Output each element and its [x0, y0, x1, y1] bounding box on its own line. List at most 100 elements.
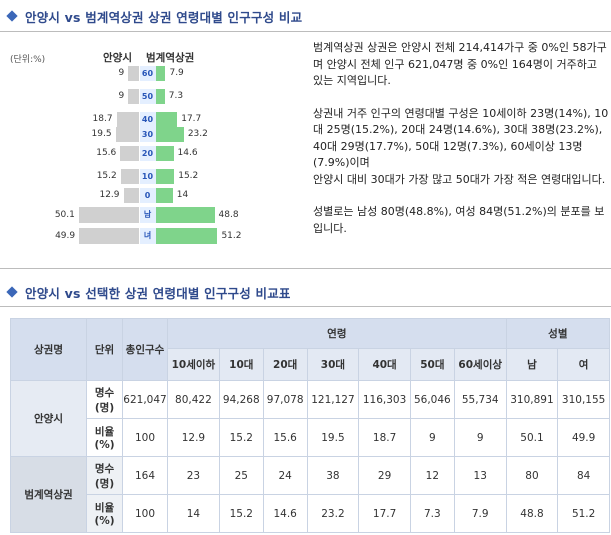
pyramid-row: 0 12.9 14 [0, 188, 300, 203]
section-divider [0, 306, 611, 307]
value-cell: 55,734 [453, 380, 507, 419]
value-cell: 48.8 [505, 494, 559, 533]
left-bar [120, 169, 139, 184]
value-cell: 9 [409, 418, 455, 457]
description-paragraph-4: 성별로는 남성 80명(48.8%), 여성 84명(51.2%)의 분포를 보… [313, 205, 605, 235]
table-row: 안양시 명수(명) 621,047 80,422 94,268 97,078 121,127… [10, 380, 610, 457]
value-cell: 80 [505, 456, 559, 495]
left-bar [128, 89, 139, 104]
section-divider [0, 31, 611, 32]
value-cell: 100 [122, 418, 168, 457]
value-cell: 9 [453, 418, 507, 457]
value-cell: 621,047 [122, 380, 168, 419]
age-label: 남 [139, 207, 156, 223]
description-panel: 범계역상권 상권은 안양시 전체 214,414가구 중 0%인 58가구며 안… [313, 40, 610, 237]
header-age-col: 30대 [306, 348, 360, 381]
value-cell: 24 [262, 456, 308, 495]
left-bar [123, 188, 139, 203]
pyramid-row: 20 15.6 14.6 [0, 146, 300, 161]
right-value: 14 [176, 190, 189, 200]
header-gender: 성별 [505, 318, 611, 349]
value-cell: 50.1 [505, 418, 559, 457]
pyramid-right-header: 범계역상권 [146, 52, 195, 64]
age-label: 30 [139, 127, 156, 142]
pyramid-row: 40 18.7 17.7 [0, 112, 300, 127]
right-value: 17.7 [181, 114, 202, 124]
right-value: 7.3 [168, 91, 184, 101]
left-value: 19.5 [91, 129, 112, 139]
right-bar [156, 188, 173, 203]
value-cell: 19.5 [306, 418, 360, 457]
header-age-col: 20대 [262, 348, 308, 381]
comparison-table: 상권명 단위 총인구수 연령 성별 10세이하 10대 20대 30대 40대 50대 60… [10, 318, 611, 533]
right-value: 23.2 [187, 129, 208, 139]
value-cell: 94,268 [218, 380, 264, 419]
header-age-col: 40대 [358, 348, 411, 381]
right-value: 7.9 [169, 68, 184, 78]
left-value: 9 [118, 91, 125, 101]
value-cell: 164 [122, 456, 168, 495]
header-area: 상권명 [10, 318, 87, 381]
left-bar [120, 146, 139, 161]
value-cell: 7.3 [409, 494, 455, 533]
value-cell: 17.7 [358, 494, 411, 533]
right-bar [156, 207, 215, 223]
value-cell: 51.2 [557, 494, 610, 533]
value-cell: 100 [122, 494, 168, 533]
area-name-cell: 안양시 [10, 380, 87, 457]
value-cell: 310,155 [557, 380, 610, 419]
value-cell: 18.7 [358, 418, 411, 457]
right-bar [156, 169, 175, 184]
diamond-bullet-icon [6, 10, 18, 22]
section-title-text: 안양시 vs 범계역상권 상권 연령대별 인구구성 비교 [25, 9, 303, 25]
right-bar [156, 112, 178, 127]
pyramid-row: 60 9 7.9 [0, 66, 300, 81]
pyramid-left-header: 안양시 [103, 52, 132, 64]
left-value: 12.9 [99, 190, 120, 200]
header-gender-col: 여 [557, 348, 610, 381]
left-value: 18.7 [92, 114, 113, 124]
left-value: 50.1 [54, 210, 75, 220]
left-bar [128, 66, 139, 81]
value-cell: 56,046 [409, 380, 455, 419]
right-value: 14.6 [177, 148, 198, 158]
left-value: 15.6 [96, 148, 117, 158]
left-bar [79, 228, 139, 244]
header-age-col: 60세이상 [453, 348, 507, 381]
age-label: 50 [139, 89, 156, 104]
value-cell: 14.6 [262, 494, 308, 533]
unit-cell: 명수(명) [86, 380, 123, 419]
value-cell: 12 [409, 456, 455, 495]
header-age-col: 10세이하 [167, 348, 220, 381]
value-cell: 49.9 [557, 418, 610, 457]
right-value: 51.2 [221, 231, 242, 241]
header-age-col: 10대 [218, 348, 264, 381]
value-cell: 29 [358, 456, 411, 495]
right-bar [156, 228, 218, 244]
description-paragraph-2: 상권내 거주 인구의 연령대별 구성은 10세이하 23명(14%), 10대 … [313, 106, 609, 170]
header-gender-col: 남 [505, 348, 559, 381]
value-cell: 12.9 [167, 418, 220, 457]
area-name-cell: 범계역상권 [10, 456, 87, 533]
table-row: 비율(%) 100 14 15.2 14.6 23.2 17.7 7.3 7.9 48.8 51.2 [11, 494, 610, 533]
section-title-comparison: 안양시 vs 범계역상권 상권 연령대별 인구구성 비교 [4, 6, 302, 26]
left-bar [78, 207, 139, 223]
left-value: 15.2 [96, 171, 117, 181]
value-cell: 23 [167, 456, 220, 495]
value-cell: 84 [557, 456, 610, 495]
right-bar [156, 66, 166, 81]
age-label: 60 [139, 66, 156, 81]
description-paragraph-3: 안양시 대비 30대가 가장 많고 50대가 가장 적은 연령대입니다. [313, 172, 606, 186]
left-value: 9 [118, 68, 125, 78]
value-cell: 80,422 [167, 380, 220, 419]
age-label: 녀 [139, 228, 156, 244]
pyramid-row: 녀 49.9 51.2 [0, 228, 300, 244]
value-cell: 97,078 [262, 380, 308, 419]
unit-cell: 명수(명) [86, 456, 123, 495]
right-bar [156, 89, 165, 104]
value-cell: 23.2 [306, 494, 360, 533]
value-cell: 15.2 [218, 494, 264, 533]
pyramid-row: 50 9 7.3 [0, 89, 300, 104]
value-cell: 38 [306, 456, 360, 495]
right-bar [156, 127, 184, 142]
